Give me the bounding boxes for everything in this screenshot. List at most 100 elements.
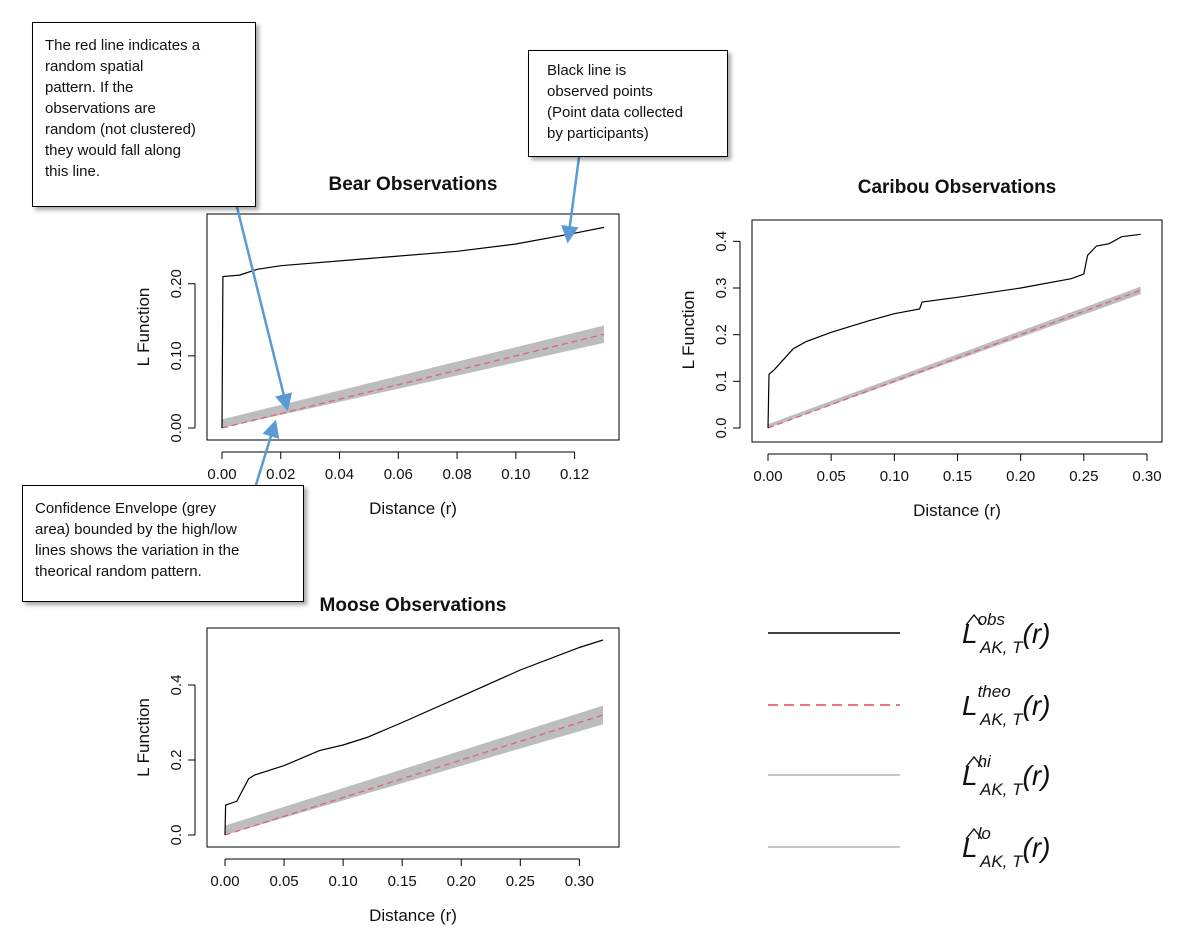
x-tick-label: 0.30 (1132, 468, 1161, 485)
legend-superscript: hi (978, 752, 992, 771)
confidence-envelope (768, 286, 1141, 428)
legend-suffix: (r) (1023, 618, 1051, 649)
callout-line: random (not clustered) (45, 121, 196, 138)
panel-caribou: 0.00 0.05 0.10 0.15 0.20 0.25 0.30 0.0 0.1 0.2 0.3… (679, 177, 1163, 520)
callout-line: random spatial (45, 58, 144, 75)
x-tick-label: 0.05 (817, 468, 846, 485)
x-tick-label: 0.15 (943, 468, 972, 485)
callout-red-line: The red line indicates a random spatial … (32, 22, 256, 207)
y-tick-label: 0.0 (713, 418, 730, 439)
callout-line: observations are (45, 100, 156, 117)
callout-line: by participants) (547, 125, 649, 142)
x-axis-label: Distance (r) (913, 501, 1001, 520)
legend-subscript: AK, T (979, 780, 1024, 799)
x-tick-label: 0.10 (880, 468, 909, 485)
legend-subscript: AK, T (979, 710, 1024, 729)
callout-line: pattern. If the (45, 79, 134, 96)
callout-arrows (235, 156, 581, 489)
callout-line: The red line indicates a (45, 37, 201, 54)
callout-line: Black line is (547, 62, 627, 79)
callout-line: this line. (45, 163, 101, 180)
theoretical-line (767, 289, 1141, 429)
legend-subscript: AK, T (979, 638, 1024, 657)
legend-symbol: L (962, 760, 978, 791)
legend-symbol: L (962, 690, 978, 721)
callout-line: they would fall along (45, 142, 181, 159)
y-tick-label: 0.3 (713, 278, 730, 299)
plot-frame (206, 627, 620, 848)
x-tick-label: 0.04 (325, 466, 354, 483)
x-tick-label: 0.00 (753, 468, 782, 485)
y-axis-label: L Function (679, 291, 698, 370)
x-tick-label: 0.15 (388, 873, 417, 890)
plot-frame (206, 213, 620, 441)
legend-superscript: obs (978, 610, 1006, 629)
y-tick-label: 0.00 (168, 413, 185, 442)
y-axis-label: L Function (134, 698, 153, 777)
y-tick-label: 0.2 (713, 324, 730, 345)
callout-arrow (235, 206, 293, 412)
legend-label-hi: Lhi AK, T(r) (962, 752, 1051, 799)
y-tick-label: 0.4 (713, 231, 730, 252)
theoretical-line (224, 714, 604, 836)
legend-label-obs: Lobs AK, T(r) (962, 610, 1051, 657)
callout-line: area) bounded by the high/low (35, 521, 237, 538)
x-tick-label: 0.25 (1069, 468, 1098, 485)
callout-confidence-envelope: Confidence Envelope (grey area) bounded … (22, 485, 304, 602)
callout-line: lines shows the variation in the (35, 542, 240, 559)
y-axis-label: L Function (134, 288, 153, 367)
callout-line: theorical random pattern. (35, 563, 202, 580)
y-tick-label: 0.10 (168, 341, 185, 370)
x-tick-label: 0.20 (1006, 468, 1035, 485)
hat-icon (965, 755, 983, 768)
x-tick-label: 0.06 (384, 466, 413, 483)
legend: Lobs AK, T(r)Ltheo AK, T(r)Lhi AK, T(r)Llo A… (768, 610, 1051, 871)
legend-label-theo: Ltheo AK, T(r) (962, 682, 1051, 729)
panel-bear: 0.00 0.02 0.04 0.06 0.08 0.10 0.12 0.00 0.10 0.20… (134, 174, 620, 518)
x-tick-label: 0.00 (210, 873, 239, 890)
x-tick-label: 0.02 (266, 466, 295, 483)
callout-black-line: Black line is observed points (Point dat… (528, 50, 728, 157)
callout-line: Confidence Envelope (grey (35, 500, 216, 517)
confidence-envelope (222, 325, 604, 428)
chart-title: Bear Observations (329, 174, 498, 195)
legend-suffix: (r) (1023, 760, 1051, 791)
legend-suffix: (r) (1023, 690, 1051, 721)
x-tick-label: 0.30 (565, 873, 594, 890)
x-tick-label: 0.10 (501, 466, 530, 483)
callout-line: (Point data collected (547, 104, 683, 121)
legend-subscript: AK, T (979, 852, 1024, 871)
y-tick-label: 0.1 (713, 371, 730, 392)
legend-symbol: L (962, 832, 978, 863)
x-tick-label: 0.00 (207, 466, 236, 483)
observed-line (224, 639, 604, 836)
legend-superscript: theo (978, 682, 1011, 701)
chart-panels: 0.00 0.02 0.04 0.06 0.08 0.10 0.120.000.100.20… (134, 174, 1163, 925)
hat-icon (965, 613, 983, 626)
legend-superscript: lo (978, 824, 991, 843)
theoretical-line (221, 333, 605, 429)
chart-title: Moose Observations (320, 595, 507, 616)
confidence-envelope (225, 705, 603, 835)
legend-suffix: (r) (1023, 832, 1051, 863)
x-tick-label: 0.05 (269, 873, 298, 890)
y-tick-label: 0.4 (168, 675, 185, 696)
callout-arrow (253, 419, 280, 489)
y-tick-label: 0.20 (168, 269, 185, 298)
observed-line (221, 226, 605, 429)
legend-label-lo: Llo AK, T(r) (962, 824, 1051, 871)
panel-moose: 0.00 0.05 0.10 0.15 0.20 0.25 0.30 0.0 0.2 0.4 Moo… (134, 595, 620, 925)
x-tick-label: 0.10 (329, 873, 358, 890)
x-tick-label: 0.20 (447, 873, 476, 890)
x-tick-label: 0.12 (560, 466, 589, 483)
callout-line: observed points (547, 83, 653, 100)
y-tick-label: 0.2 (168, 750, 185, 771)
x-tick-label: 0.08 (442, 466, 471, 483)
x-axis-label: Distance (r) (369, 499, 457, 518)
x-axis-label: Distance (r) (369, 906, 457, 925)
observed-line (767, 233, 1141, 429)
x-tick-label: 0.25 (506, 873, 535, 890)
y-tick-label: 0.0 (168, 825, 185, 846)
plot-frame (751, 219, 1163, 443)
